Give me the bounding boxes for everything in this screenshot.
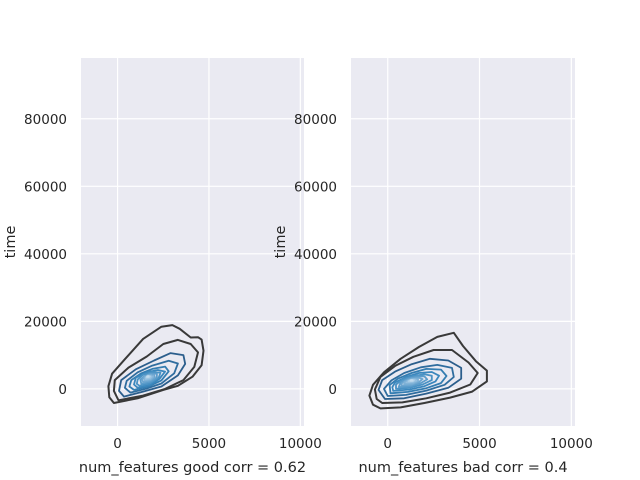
x-tick-label: 0 xyxy=(383,436,392,452)
y-tick-label: 40000 xyxy=(294,247,337,263)
contour-level-5 xyxy=(388,367,448,395)
y-tick-label: 20000 xyxy=(294,314,337,330)
contour-level-13 xyxy=(146,375,150,378)
x-axis-label: num_features bad corr = 0.4 xyxy=(358,460,567,476)
y-tick-label: 20000 xyxy=(24,314,67,330)
contour-level-4 xyxy=(383,363,455,397)
contour-level-3 xyxy=(118,352,187,398)
contour-level-2 xyxy=(112,338,199,402)
x-tick-label: 10000 xyxy=(550,436,593,452)
contour-level-7 xyxy=(135,371,162,387)
contour-level-2 xyxy=(373,349,479,404)
y-axis-label: time xyxy=(273,226,289,259)
y-axis-label: time xyxy=(3,226,19,259)
y-tick-label: 0 xyxy=(58,382,67,398)
contour-level-6 xyxy=(133,369,167,389)
kde-contours xyxy=(107,324,205,404)
contour-level-4 xyxy=(124,359,179,394)
x-tick-label: 10000 xyxy=(279,436,322,452)
contour-level-1 xyxy=(368,331,488,410)
x-tick-label: 5000 xyxy=(462,436,496,452)
contour-level-5 xyxy=(128,365,170,391)
subplot-1: 0 5000 10000 0 20000 40000 60000 80000 num_featu… xyxy=(3,58,322,476)
contour-level-3 xyxy=(377,357,463,400)
x-tick-label: 5000 xyxy=(192,436,226,452)
contour-level-13 xyxy=(409,379,414,382)
subplots: 0 5000 10000 0 20000 40000 60000 80000 num_featu… xyxy=(3,58,593,476)
y-tick-label: 60000 xyxy=(294,179,337,195)
contour-level-6 xyxy=(391,371,441,392)
y-tick-label: 40000 xyxy=(24,247,67,263)
y-tick-label: 60000 xyxy=(24,179,67,195)
contour-level-8 xyxy=(397,375,429,389)
y-tick-label: 80000 xyxy=(294,112,337,128)
contour-level-7 xyxy=(395,373,433,390)
contour-level-10 xyxy=(143,374,155,382)
contour-level-11 xyxy=(406,378,418,384)
kde-contours xyxy=(368,331,488,410)
y-tick-label: 80000 xyxy=(24,112,67,128)
subplot-2: 0 5000 10000 0 20000 40000 60000 80000 num_featu… xyxy=(273,58,593,476)
x-axis-label: num_features good corr = 0.62 xyxy=(79,460,306,476)
contour-level-8 xyxy=(139,372,158,385)
contour-level-1 xyxy=(107,324,205,404)
x-tick-label: 0 xyxy=(113,436,122,452)
contour-level-9 xyxy=(400,376,424,387)
y-tick-label: 0 xyxy=(328,382,337,398)
